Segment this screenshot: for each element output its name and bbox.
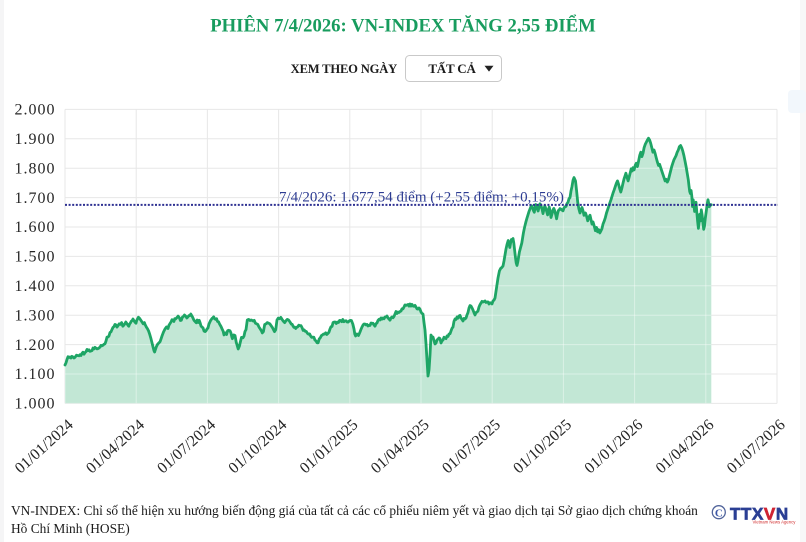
svg-text:1.000: 1.000 — [15, 396, 56, 413]
svg-text:1.500: 1.500 — [15, 249, 56, 266]
svg-text:TTXVN: TTXVN — [730, 504, 789, 523]
svg-text:TẤT CẢ: TẤT CẢ — [428, 61, 476, 76]
svg-text:XEM THEO NGÀY: XEM THEO NGÀY — [291, 62, 397, 76]
svg-text:1.100: 1.100 — [15, 366, 56, 383]
svg-text:7/4/2026: 1.677,54 điểm (+2,55: 7/4/2026: 1.677,54 điểm (+2,55 điểm; +0,… — [279, 190, 564, 206]
svg-text:1.700: 1.700 — [15, 190, 56, 207]
svg-text:1.200: 1.200 — [15, 337, 56, 354]
svg-text:2.000: 2.000 — [15, 102, 56, 119]
svg-text:1.900: 1.900 — [15, 131, 56, 148]
svg-text:PHIÊN 7/4/2026: VN-INDEX TĂNG: PHIÊN 7/4/2026: VN-INDEX TĂNG 2,55 ĐIỂM — [210, 15, 596, 37]
svg-text:1.400: 1.400 — [15, 278, 56, 295]
svg-text:C: C — [715, 507, 723, 519]
svg-text:VN-INDEX: Chỉ số thể hiện xu h: VN-INDEX: Chỉ số thể hiện xu hướng biến … — [11, 503, 698, 518]
svg-text:Vietnam News Agency: Vietnam News Agency — [753, 520, 797, 525]
svg-text:1.300: 1.300 — [15, 307, 56, 324]
svg-text:1.800: 1.800 — [15, 160, 56, 177]
svg-text:Hồ Chí Minh (HOSE): Hồ Chí Minh (HOSE) — [11, 521, 130, 536]
svg-text:1.600: 1.600 — [15, 219, 56, 236]
